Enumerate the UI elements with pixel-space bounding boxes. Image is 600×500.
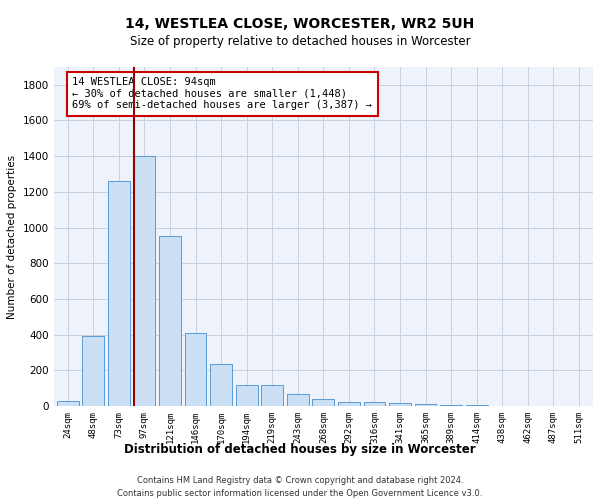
Bar <box>262 384 283 406</box>
Bar <box>313 399 334 406</box>
Text: 14, WESTLEA CLOSE, WORCESTER, WR2 5UH: 14, WESTLEA CLOSE, WORCESTER, WR2 5UH <box>125 18 475 32</box>
Text: Contains HM Land Registry data © Crown copyright and database right 2024.: Contains HM Land Registry data © Crown c… <box>137 476 463 485</box>
Bar <box>57 402 79 406</box>
Text: Size of property relative to detached houses in Worcester: Size of property relative to detached ho… <box>130 35 470 48</box>
Bar <box>287 394 308 406</box>
Bar <box>185 333 206 406</box>
Bar <box>415 404 436 406</box>
Bar <box>134 156 155 406</box>
Bar <box>389 404 411 406</box>
Bar <box>159 236 181 406</box>
Bar <box>338 402 360 406</box>
Bar <box>82 336 104 406</box>
Y-axis label: Number of detached properties: Number of detached properties <box>7 154 17 318</box>
Text: Contains public sector information licensed under the Open Government Licence v3: Contains public sector information licen… <box>118 489 482 498</box>
Text: Distribution of detached houses by size in Worcester: Distribution of detached houses by size … <box>124 442 476 456</box>
Bar <box>440 405 462 406</box>
Bar <box>108 181 130 406</box>
Bar <box>236 384 257 406</box>
Bar <box>364 402 385 406</box>
Bar <box>210 364 232 406</box>
Text: 14 WESTLEA CLOSE: 94sqm
← 30% of detached houses are smaller (1,448)
69% of semi: 14 WESTLEA CLOSE: 94sqm ← 30% of detache… <box>73 77 373 110</box>
